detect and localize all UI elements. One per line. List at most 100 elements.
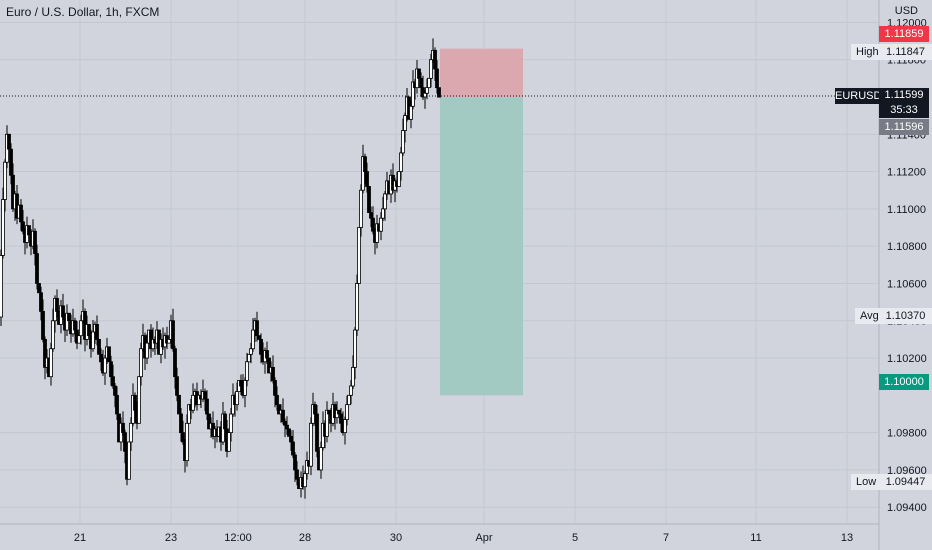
price-tick-label: 1.09800 — [887, 428, 927, 440]
candle-body — [1, 199, 5, 256]
candle-body — [229, 413, 233, 434]
stop-price-tag: 1.10000 — [879, 374, 929, 390]
axis-settings-corner[interactable] — [879, 524, 932, 550]
candle-body — [355, 283, 359, 331]
candle-body — [185, 422, 189, 461]
candle-body — [243, 380, 247, 396]
candle-body — [287, 428, 291, 437]
candle-body — [347, 394, 351, 406]
candle-body — [179, 413, 183, 434]
candle-body — [133, 394, 137, 411]
candle-body — [285, 424, 289, 430]
time-tick-label: 11 — [750, 532, 761, 544]
candle-body — [7, 133, 11, 150]
candle-body — [379, 217, 383, 232]
candle-body — [383, 193, 387, 210]
candle-body — [109, 361, 113, 378]
candle-body — [41, 311, 45, 340]
candle-body — [167, 338, 171, 344]
candle-body — [309, 422, 313, 467]
stop-zone[interactable] — [440, 97, 523, 396]
symbol-title[interactable]: Euro / U.S. Dollar, 1h, FXCM — [6, 5, 160, 19]
candle-body — [291, 441, 295, 456]
candle-body — [303, 473, 307, 488]
avg-label: Avg — [855, 308, 884, 324]
candle-body — [363, 156, 367, 172]
candle-body — [381, 208, 385, 219]
candle-body — [401, 130, 405, 154]
candle-body — [275, 394, 279, 406]
candle-body — [191, 394, 195, 411]
candle-body — [111, 376, 115, 387]
candle-body — [403, 115, 407, 131]
candle-body — [0, 255, 3, 318]
candle-body — [345, 404, 349, 420]
candle-body — [365, 171, 369, 187]
candle-body — [289, 435, 293, 443]
candle-body — [139, 348, 143, 378]
candle-body — [239, 380, 243, 387]
candle-body — [19, 204, 23, 223]
candle-body — [433, 49, 437, 70]
candle-body — [203, 391, 207, 400]
candle-body — [73, 320, 77, 331]
target-zone[interactable] — [440, 48, 523, 98]
candle-body — [95, 324, 99, 340]
candle-body — [313, 404, 317, 415]
plot-background — [0, 0, 879, 524]
candle-body — [259, 338, 263, 355]
target-price-tag: 1.11859 — [879, 26, 929, 42]
candle-body — [375, 223, 379, 243]
currency-label[interactable]: USD — [894, 5, 918, 17]
candle-body — [173, 348, 177, 378]
candle-body — [123, 432, 127, 452]
candle-body — [171, 320, 175, 350]
candle-body — [205, 398, 209, 415]
candle-body — [429, 59, 433, 79]
position-zones[interactable] — [440, 48, 523, 396]
candle-body — [97, 338, 101, 355]
candle-body — [283, 421, 287, 426]
candle-body — [417, 68, 421, 79]
candle-body — [87, 324, 91, 337]
candle-body — [121, 422, 125, 434]
candle-body — [113, 385, 117, 396]
price-axis-panel[interactable] — [879, 0, 932, 524]
candle-body — [337, 409, 341, 415]
candle-body — [349, 385, 353, 396]
candle-body — [327, 409, 331, 415]
candle-body — [35, 253, 39, 284]
time-tick-label: Apr — [475, 532, 492, 544]
time-tick-label: 30 — [390, 532, 402, 544]
candle-body — [255, 320, 259, 337]
time-axis[interactable]: 21 23 12:00 28 30 Apr 5 7 11 13 — [74, 532, 853, 544]
bid-price-tag: 1.11596 — [879, 119, 929, 135]
price-tick-label: 1.10800 — [887, 241, 927, 253]
candle-body — [251, 329, 255, 350]
candle-body — [91, 331, 95, 350]
high-value: 1.11847 — [879, 44, 932, 60]
time-tick-label: 23 — [165, 532, 177, 544]
candle-body — [293, 454, 297, 471]
price-tick-label: 1.10600 — [887, 278, 927, 290]
candle-body — [79, 320, 83, 337]
candle-body — [295, 469, 299, 480]
avg-value: 1.10370 — [879, 308, 932, 324]
candle-body — [21, 221, 25, 232]
low-label: Low — [851, 474, 882, 490]
candle-body — [315, 413, 319, 452]
candle-body — [359, 189, 363, 228]
candle-body — [351, 366, 355, 387]
low-value: 1.09447 — [879, 474, 932, 490]
candle-body — [339, 413, 343, 424]
candle-body — [435, 68, 439, 89]
candle-body — [65, 312, 69, 331]
candle-body — [175, 376, 179, 396]
candles — [0, 38, 441, 499]
candle-body — [245, 361, 249, 381]
candle-body — [437, 87, 441, 98]
candle-body — [27, 225, 31, 236]
candle-body — [419, 77, 423, 89]
price-tick-label: 1.11200 — [887, 167, 926, 179]
